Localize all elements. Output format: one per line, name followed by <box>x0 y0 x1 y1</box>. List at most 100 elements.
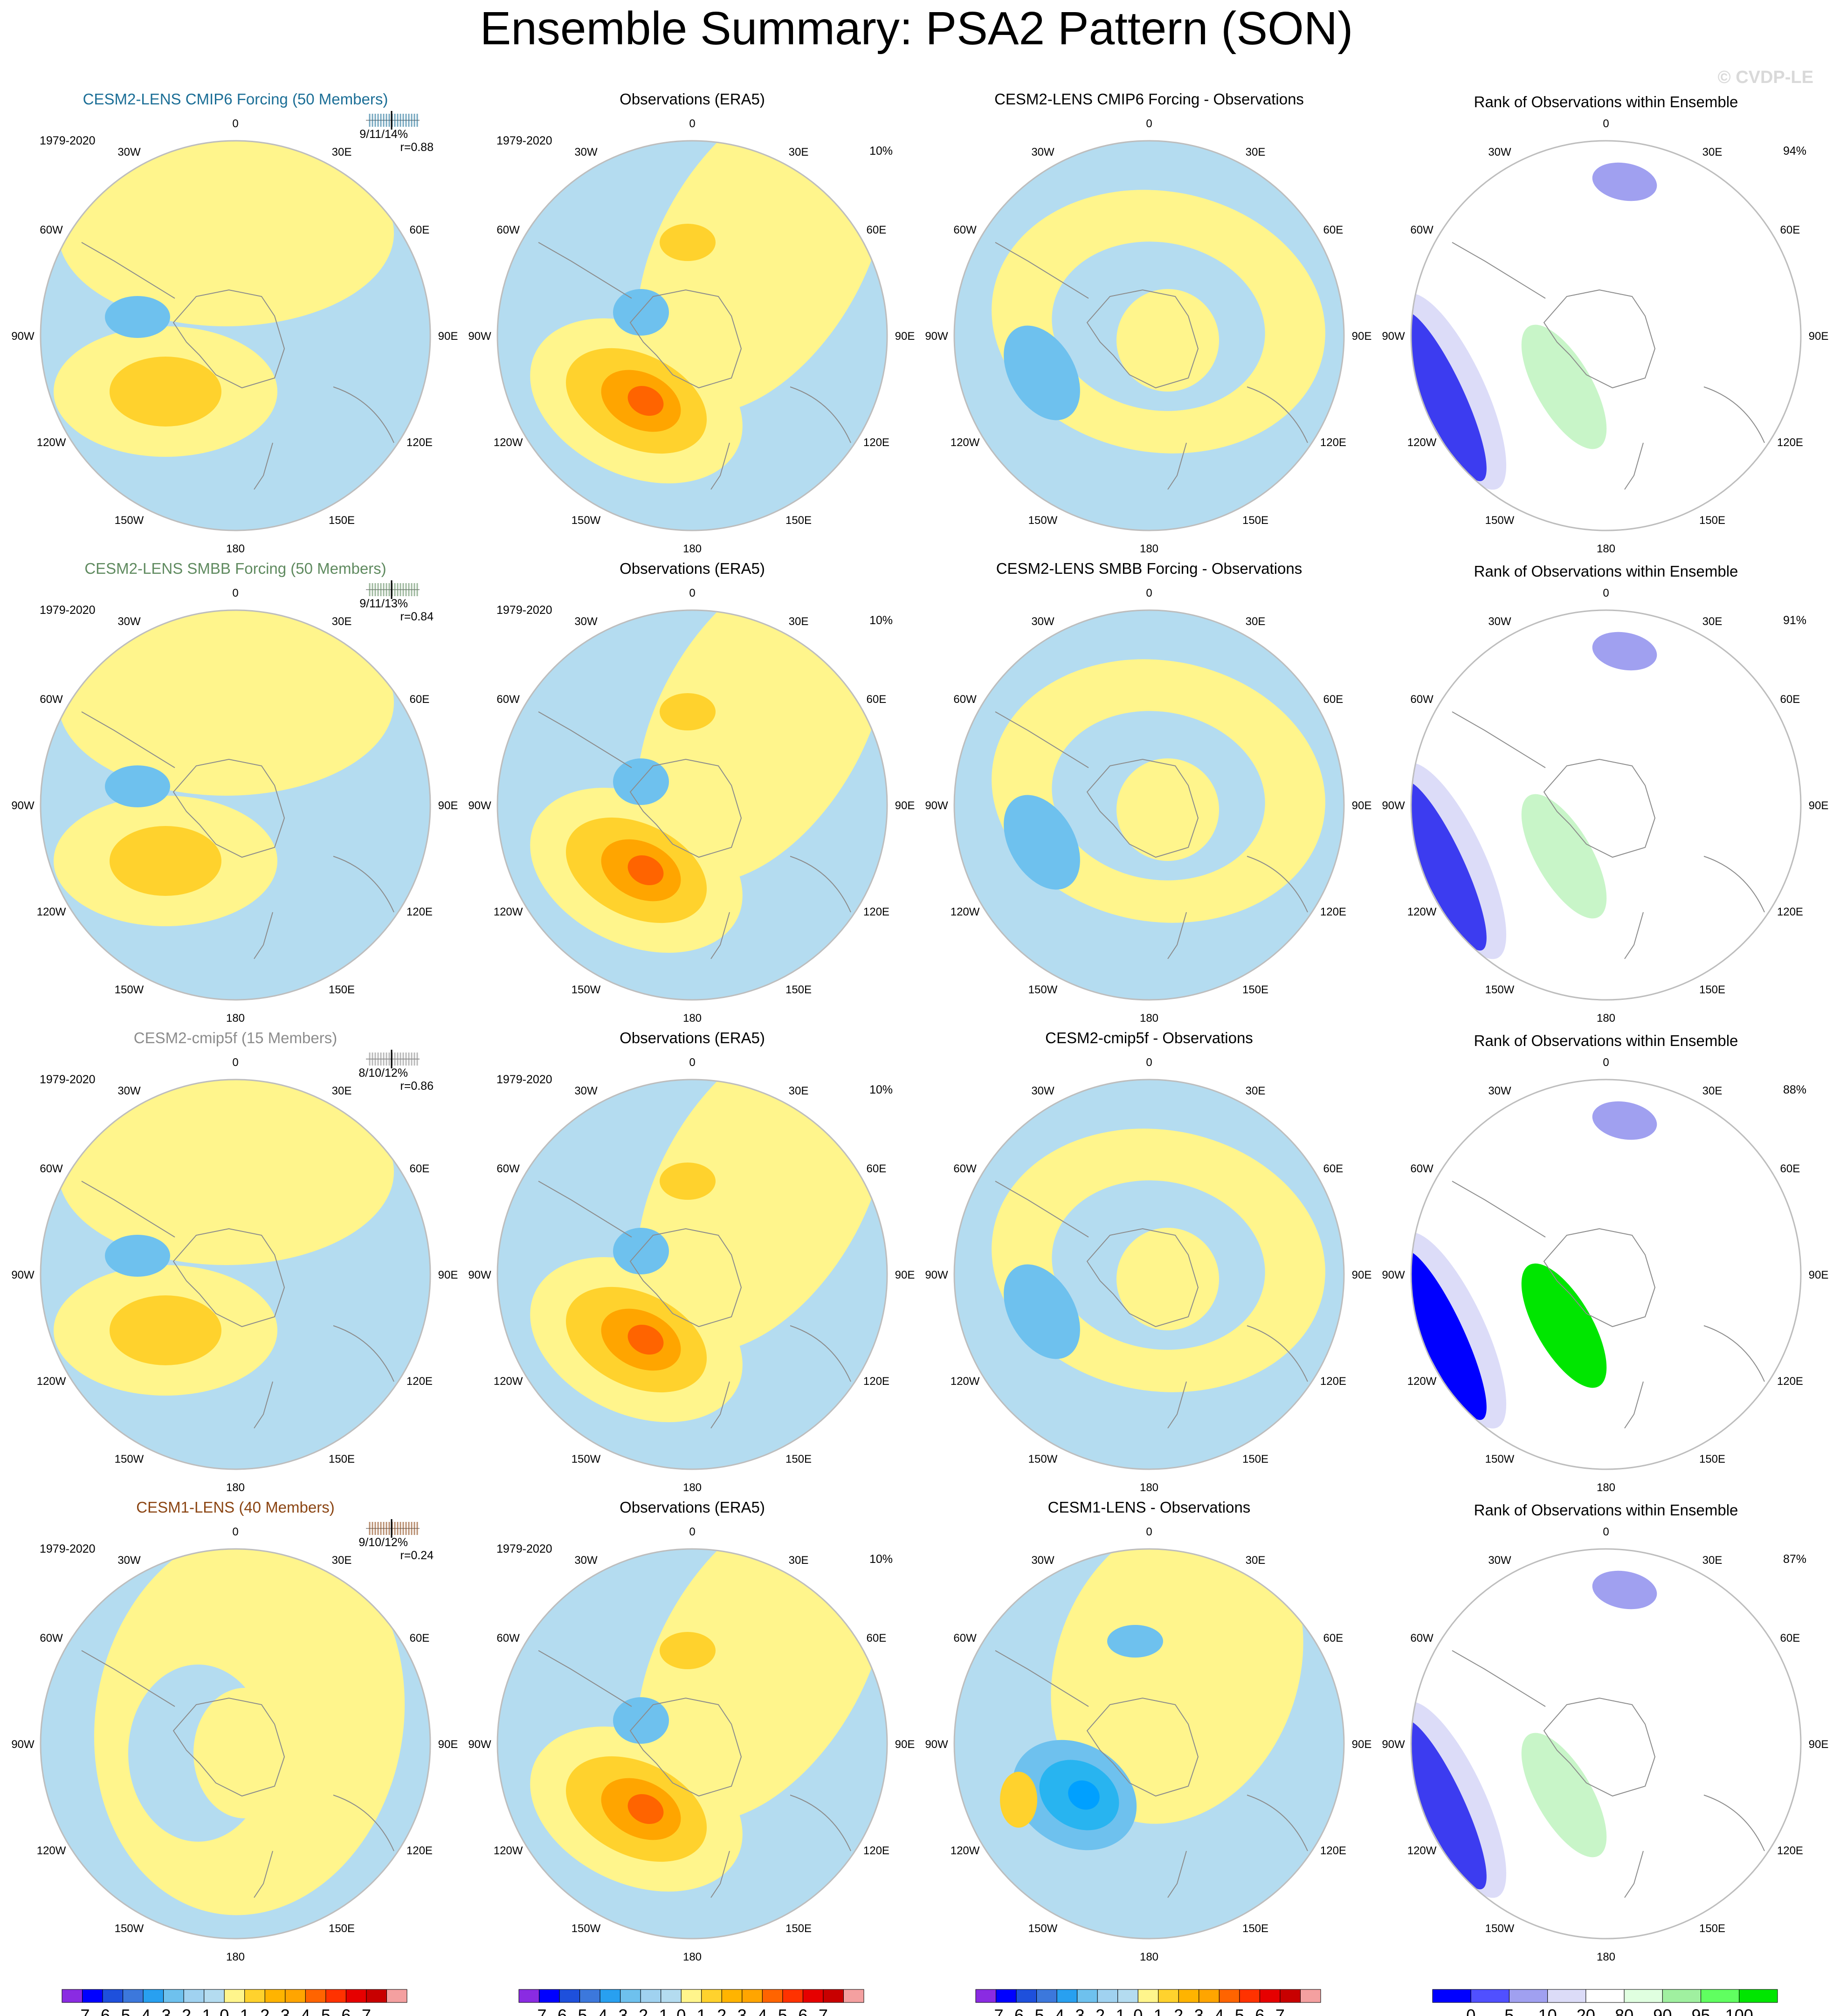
lon-label: 30W <box>1031 1085 1054 1097</box>
antarctica-outline <box>172 289 285 389</box>
lon-label: 0 <box>1603 1526 1609 1538</box>
colorbar-tick-label: 3 <box>281 2006 290 2016</box>
lon-label: 60W <box>953 1163 977 1175</box>
lon-label: 120W <box>1407 1375 1437 1388</box>
colorbar-swatch <box>600 1989 621 2003</box>
lon-label: 60W <box>496 693 520 706</box>
colorbar-swatch <box>1662 1989 1702 2003</box>
map-fill <box>41 1080 430 1469</box>
lon-label: 120W <box>494 1844 523 1857</box>
lon-label: 30E <box>1702 615 1723 628</box>
colorbar-swatch <box>305 1989 326 2003</box>
colorbar-swatch <box>163 1989 184 2003</box>
colorbar-swatch <box>518 1989 540 2003</box>
colorbar-swatch <box>1178 1989 1199 2003</box>
lon-label: 120W <box>37 1844 66 1857</box>
colorbar-swatch <box>539 1989 560 2003</box>
colorbar-swatch <box>325 1989 346 2003</box>
antarctica-outline <box>629 1228 742 1328</box>
colorbar-swatch <box>1239 1989 1260 2003</box>
lon-label: 60E <box>1323 1632 1344 1644</box>
lon-label: 150W <box>572 984 601 996</box>
map-boundary <box>496 609 888 1001</box>
colorbar-tick-label: 95 <box>1692 2006 1710 2016</box>
lon-label: 150E <box>1242 514 1268 527</box>
colorbar-swatch <box>823 1989 844 2003</box>
lon-label: 90E <box>1352 1269 1372 1281</box>
lon-label: 60E <box>1323 224 1344 236</box>
colorbar-tick-label: 5 <box>1504 2006 1514 2016</box>
new-zealand-outline <box>1167 1381 1187 1429</box>
colorbar-tick-label: -4 <box>593 2006 607 2016</box>
colorbar-swatch <box>386 1989 407 2003</box>
lon-label: 60E <box>410 224 430 236</box>
positive-core <box>110 357 221 427</box>
colorbar-swatch <box>1056 1989 1078 2003</box>
colorbar-swatch <box>782 1989 803 2003</box>
lon-label: 60E <box>1323 693 1344 706</box>
lon-label: 30E <box>332 1085 352 1097</box>
correlation-label: r=0.24 <box>400 1549 434 1562</box>
lon-label: 60W <box>40 693 63 706</box>
positive-core <box>1000 1772 1037 1828</box>
colorbar-tick-label: 3 <box>1194 2006 1204 2016</box>
antarctica-outline <box>172 1228 285 1328</box>
colorbar-swatch <box>996 1989 1017 2003</box>
australia-outline <box>1247 1325 1308 1382</box>
lon-label: 120W <box>494 1375 523 1388</box>
rank-low-zone <box>1592 632 1657 671</box>
lon-label: 30W <box>1488 1554 1511 1567</box>
new-zealand-outline <box>1167 1851 1187 1898</box>
map-panel: 0 30E 60E 90E 120E 150E 180 150W 120W 90W 60W 30W <box>1382 117 1828 555</box>
australia-outline <box>1703 1795 1765 1851</box>
rank-low-zone <box>1592 1101 1657 1140</box>
panel-title: Observations (ERA5) <box>620 1029 765 1046</box>
map-boundary <box>496 140 888 531</box>
colorbar-swatch <box>82 1989 103 2003</box>
lon-label: 60W <box>1410 224 1433 236</box>
lon-label: 60W <box>953 1632 977 1644</box>
correlation-label: r=0.88 <box>400 141 434 154</box>
antarctica-outline <box>1086 758 1199 858</box>
lon-label: 120W <box>1407 1844 1437 1857</box>
negative-core <box>105 1235 170 1277</box>
australia-outline <box>790 856 851 913</box>
stats-label: 9/10/12% <box>358 1536 408 1549</box>
colorbar-swatch <box>244 1989 265 2003</box>
lon-label: 90W <box>925 1738 948 1751</box>
rank-lowest-zone <box>1411 1250 1487 1420</box>
colorbar-tick-label: 7 <box>1275 2006 1285 2016</box>
peninsula-outline <box>81 242 175 299</box>
pct-label: 91% <box>1783 614 1806 627</box>
lon-label: 120E <box>1777 1844 1803 1857</box>
lon-label: 60W <box>40 224 63 236</box>
positive-core <box>660 1632 716 1669</box>
colorbar-tick-label: -5 <box>1029 2006 1044 2016</box>
colorbar-tick-label: 0 <box>1133 2006 1143 2016</box>
map-fill <box>41 141 430 530</box>
colorbar-tick-label: -6 <box>552 2006 567 2016</box>
colorbar-swatch <box>559 1989 580 2003</box>
lon-label: 180 <box>1140 1012 1158 1025</box>
peninsula-outline <box>995 1650 1089 1707</box>
map-panel: 0 30E 60E 90E 120E 150E 180 150W 120W 90W 60W 30W <box>1382 587 1828 1025</box>
lon-label: 90E <box>438 799 458 812</box>
lon-label: 0 <box>232 1056 238 1069</box>
colorbar-tick-label: -1 <box>1110 2006 1125 2016</box>
lon-label: 150E <box>1242 984 1268 996</box>
colorbar-tick-label: 1 <box>1154 2006 1163 2016</box>
antarctica-outline <box>172 758 285 858</box>
antarctica-outline <box>629 1697 742 1797</box>
lon-label: 90E <box>438 1269 458 1281</box>
panel-title: Rank of Observations within Ensemble <box>1474 93 1738 110</box>
positive-region <box>1116 289 1219 392</box>
lon-label: 60W <box>953 224 977 236</box>
lon-label: 150E <box>786 1922 812 1935</box>
lon-label: 30E <box>332 615 352 628</box>
lon-label: 90W <box>11 1269 34 1281</box>
negative-core <box>1068 1780 1100 1810</box>
lon-label: 60E <box>867 1163 887 1175</box>
colorbar-tick-label: 2 <box>1174 2006 1183 2016</box>
lon-label: 30W <box>117 615 141 628</box>
